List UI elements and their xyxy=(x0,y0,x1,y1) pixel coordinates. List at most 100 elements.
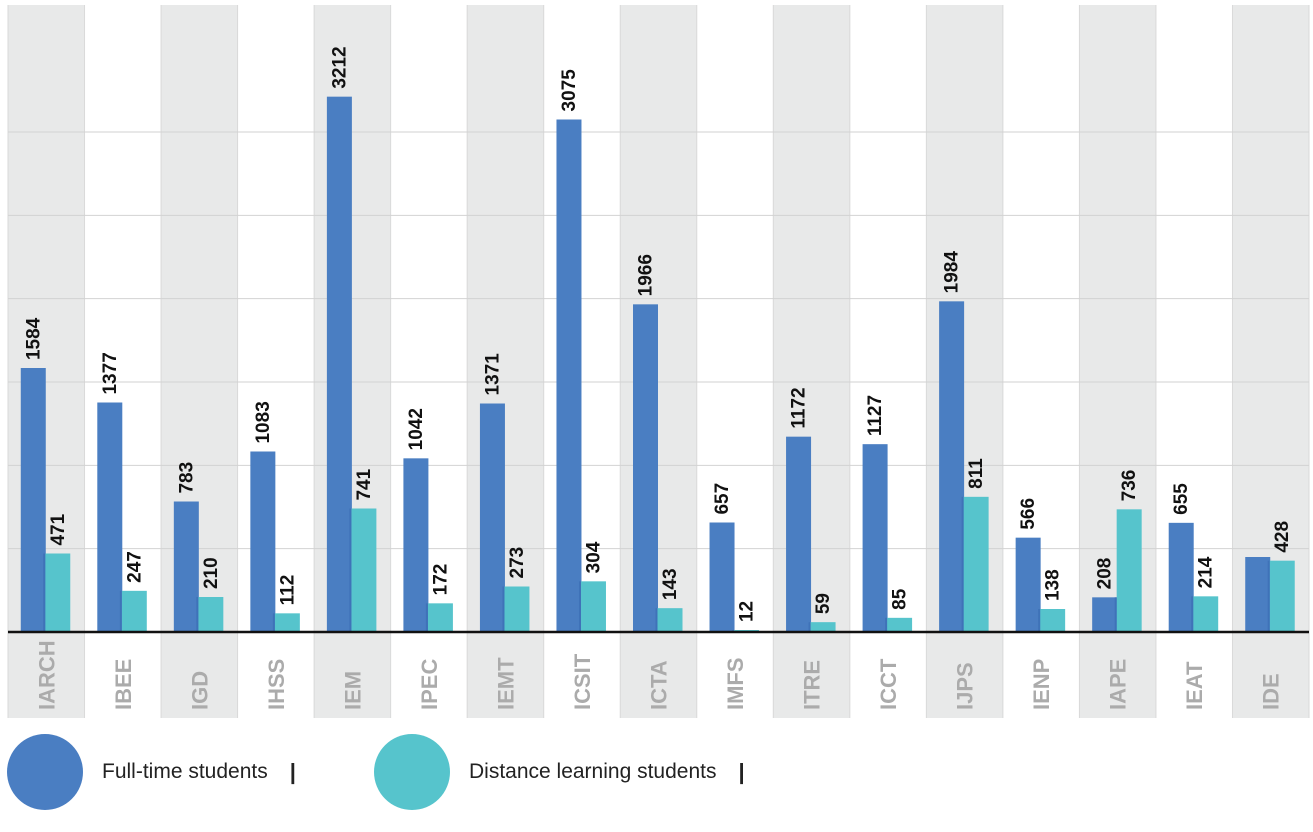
legend-label-distance: Distance learning students xyxy=(469,760,717,783)
category-label: IENP xyxy=(1029,659,1054,710)
value-label: 1966 xyxy=(636,254,657,296)
value-label: 811 xyxy=(966,458,987,489)
value-label: 566 xyxy=(1018,498,1039,530)
full-time-bar xyxy=(1245,557,1271,632)
value-label: 12 xyxy=(737,601,758,622)
full-time-bar xyxy=(633,304,658,632)
bar-seam xyxy=(808,622,811,632)
column-band xyxy=(620,5,697,718)
legend-label-full-time: Full-time students xyxy=(102,760,268,783)
distance-bar xyxy=(657,608,683,632)
category-label: IARCH xyxy=(34,640,59,710)
category-label: ITRE xyxy=(800,660,825,710)
full-time-bar xyxy=(1168,522,1194,632)
full-time-bar xyxy=(1015,537,1041,632)
distance-bar xyxy=(274,613,300,632)
value-label: 85 xyxy=(890,588,911,610)
column-band xyxy=(773,5,850,718)
full-time-bar xyxy=(403,458,429,632)
distance-bar xyxy=(887,617,913,632)
full-time-bar xyxy=(556,119,582,632)
bar-seam xyxy=(885,617,888,632)
bar-seam xyxy=(119,590,122,632)
value-label: 112 xyxy=(277,575,298,606)
legend-item-distance: Distance learning students | xyxy=(374,732,745,812)
full-time-bar xyxy=(786,436,812,632)
bar-seam xyxy=(578,581,581,632)
category-label: IEAT xyxy=(1182,661,1207,710)
distance-bar xyxy=(580,581,606,632)
category-label: IEMT xyxy=(493,657,518,710)
bar-seam xyxy=(349,508,352,632)
value-label: 1083 xyxy=(253,401,274,443)
distance-bar xyxy=(351,508,377,632)
full-time-bar xyxy=(479,403,505,632)
bar-seam xyxy=(1191,596,1194,632)
bar-seam xyxy=(272,613,275,632)
bar-seam xyxy=(1114,597,1117,632)
value-label: 247 xyxy=(124,551,145,583)
bar-seam xyxy=(655,608,658,632)
distance-bar xyxy=(963,496,989,632)
category-label: ICTA xyxy=(647,660,672,710)
value-label: 1984 xyxy=(942,251,963,294)
value-label: 741 xyxy=(354,468,375,500)
distance-bar xyxy=(45,553,71,632)
full-time-bar xyxy=(709,522,735,632)
value-label: 657 xyxy=(712,483,733,515)
column-band xyxy=(237,5,315,718)
value-label: 736 xyxy=(1119,470,1140,502)
distance-bar xyxy=(1116,509,1142,632)
value-label: 3212 xyxy=(329,46,350,88)
value-label: 1371 xyxy=(482,353,503,396)
value-label: 210 xyxy=(201,557,222,589)
bar-seam xyxy=(961,496,964,632)
value-label: 1377 xyxy=(100,352,121,394)
bar-seam xyxy=(502,586,505,632)
column-band xyxy=(1002,5,1080,718)
value-label: 214 xyxy=(1196,556,1217,588)
category-label: IBEE xyxy=(111,659,136,710)
legend-separator: | xyxy=(738,759,745,784)
bar-seam xyxy=(1267,560,1270,632)
distance-bar xyxy=(1040,609,1066,632)
category-label: IPEC xyxy=(417,659,442,710)
category-label: IEM xyxy=(340,671,365,710)
bar-seam xyxy=(196,597,199,632)
category-label: IDE xyxy=(1259,673,1284,710)
value-label: 471 xyxy=(48,513,69,545)
category-label: ICCT xyxy=(876,658,901,710)
column-band xyxy=(696,5,774,718)
value-label: 1172 xyxy=(789,387,810,428)
full-time-swatch xyxy=(7,734,83,810)
full-time-bar xyxy=(862,444,888,632)
full-time-bar xyxy=(97,402,123,632)
value-label: 59 xyxy=(813,593,834,614)
full-time-bar xyxy=(173,501,199,632)
bar-chart: 1584 471 IARCH 1377 247 IBEE 783 210 IGD 1083 112 I… xyxy=(7,5,1310,718)
legend: Full-time students | Distance learning s… xyxy=(0,732,1313,832)
distance-bar xyxy=(427,603,453,632)
full-time-bar xyxy=(1092,597,1118,632)
full-time-bar xyxy=(939,301,965,632)
bar-seam xyxy=(1038,609,1041,632)
value-label: 783 xyxy=(176,462,197,494)
value-label: 208 xyxy=(1095,558,1116,590)
category-label: IAPE xyxy=(1106,659,1131,710)
category-label: IJPS xyxy=(953,662,978,710)
full-time-bar xyxy=(20,368,46,632)
legend-separator: | xyxy=(289,759,296,784)
value-label: 428 xyxy=(1272,521,1293,553)
category-label: ICSIT xyxy=(570,653,595,710)
distance-bar xyxy=(121,590,147,632)
value-label: 143 xyxy=(660,568,681,600)
distance-bar xyxy=(810,622,836,632)
bar-seam xyxy=(425,603,428,632)
column-band xyxy=(849,5,927,718)
legend-item-full-time: Full-time students | xyxy=(7,732,296,812)
value-label: 1584 xyxy=(23,317,44,360)
bar-seam xyxy=(43,553,46,632)
value-label: 172 xyxy=(430,564,451,596)
value-label: 3075 xyxy=(559,69,580,112)
category-label: IHSS xyxy=(264,659,289,710)
